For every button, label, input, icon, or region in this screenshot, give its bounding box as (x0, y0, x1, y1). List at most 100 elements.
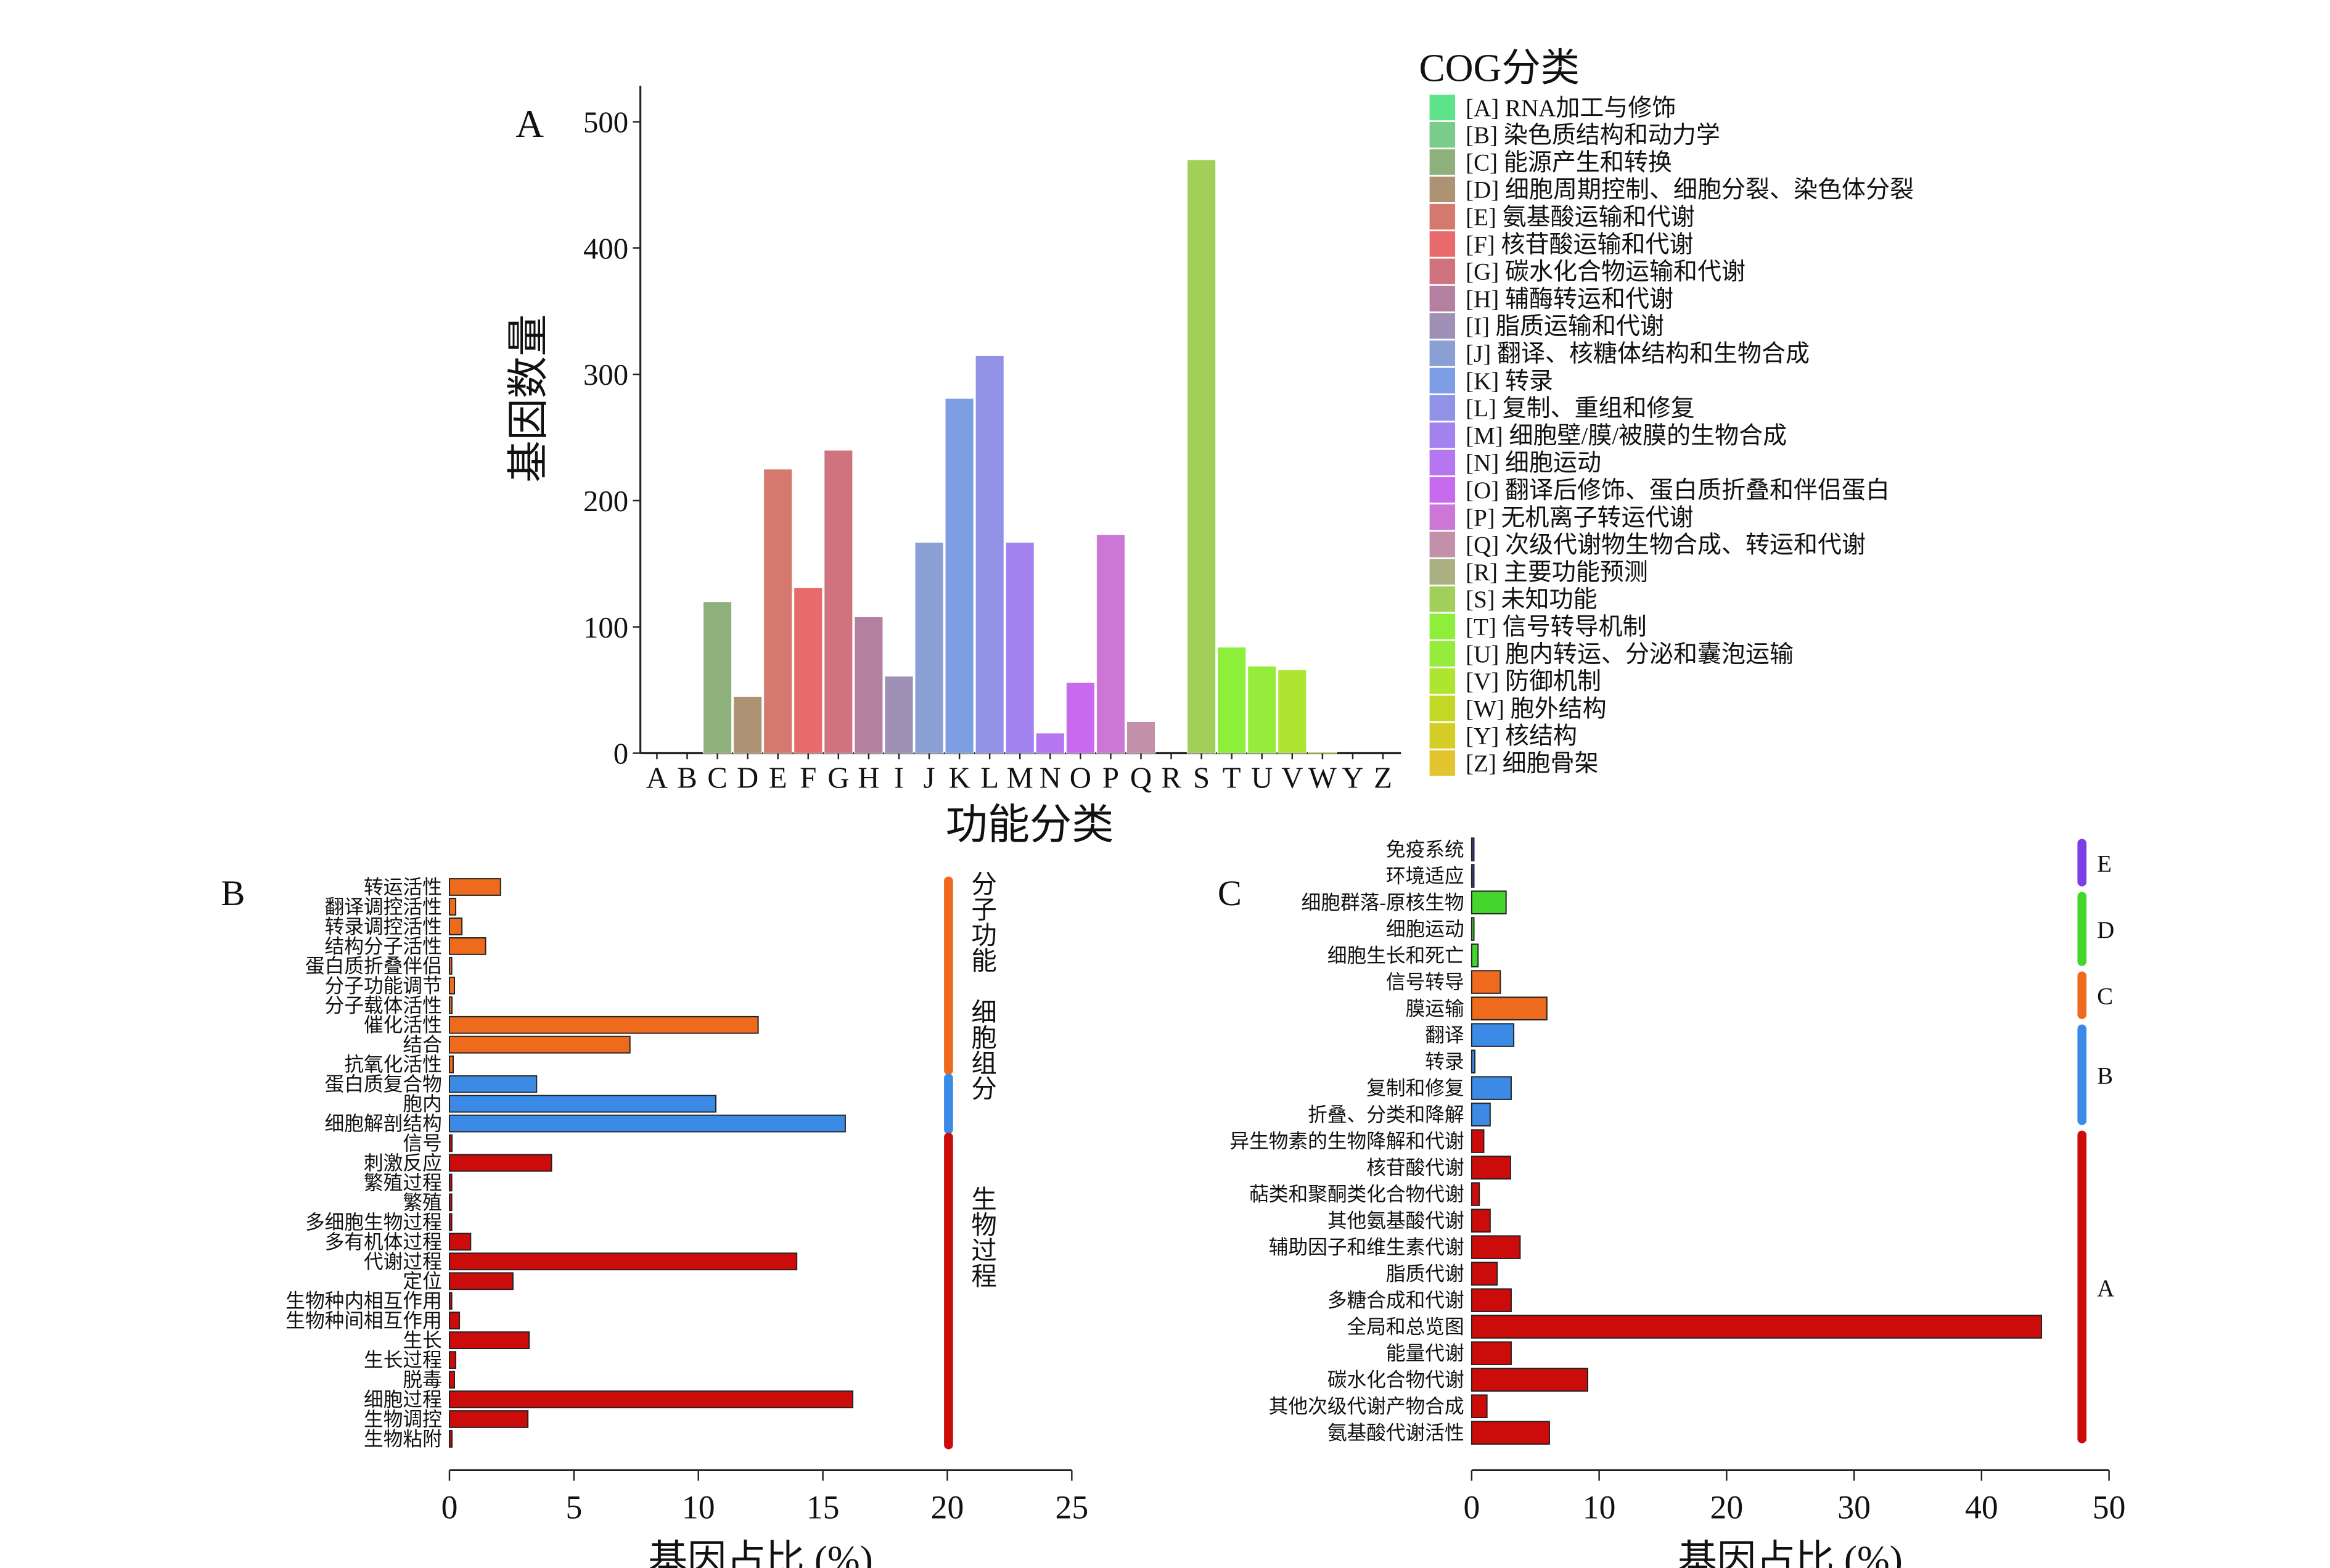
category-label: 繁殖 (403, 1192, 441, 1213)
category-label: 环境适应 (1386, 866, 1464, 887)
category-label: 分子功能调节 (325, 975, 442, 996)
bar (449, 1351, 457, 1369)
legend-swatch (1429, 285, 1456, 312)
x-tick-label: Z (1374, 761, 1392, 795)
category-label: 定位 (403, 1271, 441, 1292)
legend-swatch (1429, 94, 1456, 121)
x-tick-label: 50 (2093, 1488, 2126, 1525)
group-label: A (2097, 1275, 2114, 1302)
bar (449, 1272, 514, 1291)
legend-swatch (1429, 559, 1456, 585)
bar (1471, 917, 1475, 941)
legend-item: [C] 能源产生和转换 (1466, 149, 1672, 176)
bar (449, 1390, 854, 1408)
bar (449, 1055, 454, 1073)
category-label: 多有机体过程 (325, 1231, 442, 1253)
legend-item: [W] 胞外结构 (1466, 696, 1607, 722)
bar (449, 996, 453, 1014)
bar (449, 1193, 453, 1212)
legend-item: [J] 翻译、核糖体结构和生物合成 (1466, 340, 1810, 367)
bar-G (824, 449, 853, 754)
x-tick-label: 20 (931, 1488, 964, 1525)
bar-L (975, 355, 1004, 754)
category-label: 折叠、分类和降解 (1308, 1104, 1464, 1126)
category-label: 结合 (403, 1034, 441, 1056)
category-label: 翻译 (1425, 1025, 1464, 1046)
category-label: 其他次级代谢产物合成 (1269, 1396, 1464, 1418)
bar (1471, 1368, 1588, 1392)
legend-item: [A] RNA加工与修饰 (1466, 95, 1676, 121)
category-label: 生长 (403, 1330, 441, 1352)
legend-swatch (1429, 340, 1456, 366)
x-tick-label: L (980, 761, 999, 795)
category-label: 代谢过程 (364, 1251, 442, 1273)
x-tick-label: 25 (1056, 1488, 1089, 1525)
bar (449, 1213, 453, 1231)
x-tick-label: 15 (806, 1488, 840, 1525)
bar (449, 976, 456, 995)
category-label: 细胞过程 (364, 1389, 442, 1411)
legend-swatch (1429, 203, 1456, 230)
bar-M (1005, 541, 1035, 754)
bar-D (732, 696, 763, 754)
legend-swatch (1429, 641, 1456, 667)
legend-item: [T] 信号转导机制 (1466, 614, 1647, 640)
x-tick-label: P (1102, 761, 1119, 795)
bar-V (1278, 669, 1307, 754)
x-tick-label: 10 (1583, 1488, 1616, 1525)
category-label: 生物种间相互作用 (285, 1310, 441, 1332)
bar (449, 1154, 552, 1172)
category-label: 刺激反应 (364, 1152, 442, 1174)
y-tick-label: 200 (583, 485, 628, 518)
bar-H (854, 616, 884, 754)
category-label: 信号转导 (1386, 972, 1464, 993)
panel-label: C (1218, 873, 1242, 913)
x-tick-label: U (1251, 761, 1273, 795)
bar (1471, 1288, 1512, 1312)
category-label: 其他氨基酸代谢 (1327, 1210, 1464, 1232)
group-label: 细胞组分 (967, 998, 996, 1101)
category-label: 能量代谢 (1386, 1343, 1464, 1365)
category-label: 免疫系统 (1386, 839, 1464, 861)
category-label: 蛋白质复合物 (325, 1073, 442, 1095)
bar-F (793, 587, 823, 754)
legend-swatch (1429, 367, 1456, 394)
x-tick-label: 20 (1710, 1488, 1744, 1525)
y-tick-label: 400 (583, 232, 628, 265)
legend-item: [K] 转录 (1466, 368, 1553, 395)
category-label: 繁殖过程 (364, 1172, 442, 1194)
bar-S (1186, 159, 1216, 754)
category-label: 辅助因子和维生素代谢 (1269, 1237, 1464, 1258)
category-label: 膜运输 (1406, 998, 1464, 1020)
legend-item: [L] 复制、重组和修复 (1466, 395, 1695, 422)
bar-J (914, 541, 944, 754)
category-label: 细胞生长和死亡 (1327, 945, 1464, 967)
x-tick-label: T (1223, 761, 1241, 795)
group-label: C (2097, 983, 2113, 1010)
bar (449, 898, 457, 916)
legend-swatch (1429, 121, 1456, 148)
bar (1471, 864, 1475, 888)
category-label: 细胞解剖结构 (325, 1113, 442, 1135)
bar (1471, 890, 1507, 914)
x-tick-label: N (1040, 761, 1061, 795)
legend-swatch (1429, 149, 1456, 175)
category-label: 生物种内相互作用 (285, 1291, 441, 1312)
group-label: E (2097, 851, 2112, 877)
legend-item: [I] 脂质运输和代谢 (1466, 313, 1664, 340)
bar (1471, 1262, 1498, 1286)
x-tick-label: S (1193, 761, 1210, 795)
bar (449, 956, 453, 975)
y-tick-label: 300 (583, 358, 628, 392)
category-label: 生物粘附 (364, 1428, 442, 1450)
legend-item: [H] 辅酶转运和代谢 (1466, 286, 1673, 313)
bar (449, 1252, 798, 1271)
bar (1471, 1049, 1476, 1073)
x-axis-title: 基因占比 (%) (648, 1538, 872, 1568)
bar (449, 1311, 461, 1330)
category-label: 萜类和聚酮类化合物代谢 (1249, 1184, 1464, 1205)
x-axis-title: 基因占比 (%) (1678, 1538, 1903, 1568)
category-label: 多糖合成和代谢 (1327, 1290, 1464, 1311)
bar (449, 937, 486, 955)
